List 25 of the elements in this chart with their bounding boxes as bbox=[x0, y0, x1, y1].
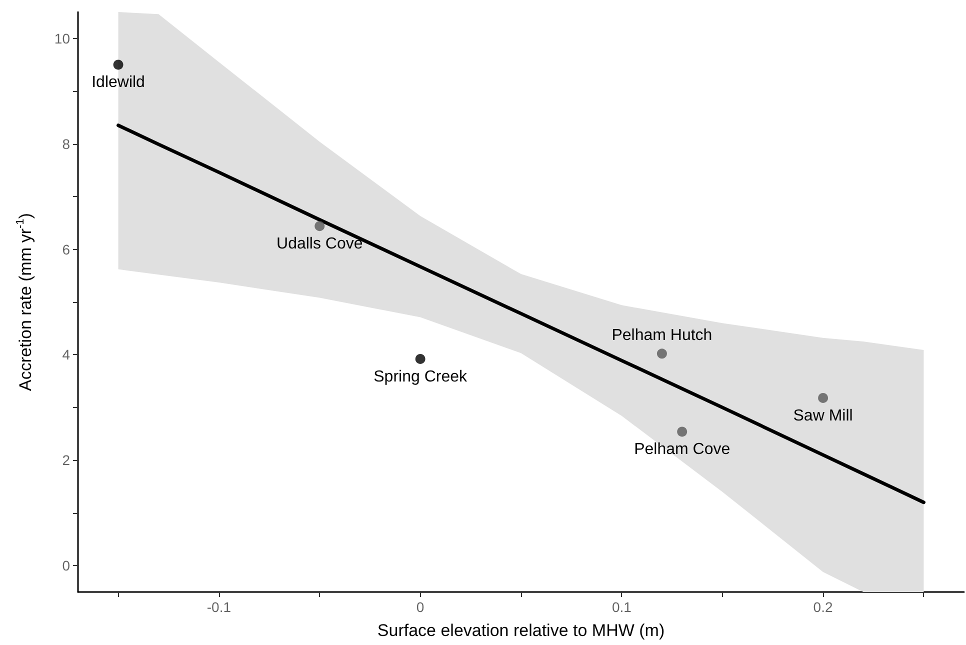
x-tick-label: 0.2 bbox=[813, 599, 833, 615]
annotation: Saw Mill bbox=[793, 407, 853, 424]
annotation: Spring Creek bbox=[374, 368, 468, 386]
point bbox=[314, 221, 325, 232]
point bbox=[415, 354, 426, 364]
y-tick-label: 8 bbox=[62, 136, 70, 152]
line-series bbox=[116, 124, 926, 504]
y-tick-label: 10 bbox=[54, 30, 70, 46]
point bbox=[677, 426, 688, 437]
point bbox=[818, 392, 828, 403]
x-tick-label: 0 bbox=[416, 599, 424, 615]
y-tick-label: 6 bbox=[62, 241, 70, 258]
y-tick-label: 0 bbox=[62, 558, 70, 574]
annotation: Pelham Hutch bbox=[612, 327, 712, 344]
annotation: Pelham Cove bbox=[634, 441, 730, 458]
y-axis-title: Accretion rate (mm yr-1) bbox=[14, 213, 35, 391]
x-axis-title: Surface elevation relative to MHW (m) bbox=[377, 621, 665, 640]
y-tick-label: 4 bbox=[62, 346, 70, 363]
annotation: Udalls Cove bbox=[276, 236, 363, 253]
annotation: Idlewild bbox=[92, 74, 145, 92]
x-tick-label: 0.1 bbox=[612, 599, 632, 615]
x-tick-label: -0.1 bbox=[206, 599, 232, 615]
y-tick-label: 2 bbox=[62, 452, 70, 468]
point bbox=[656, 348, 667, 359]
point bbox=[113, 60, 124, 70]
